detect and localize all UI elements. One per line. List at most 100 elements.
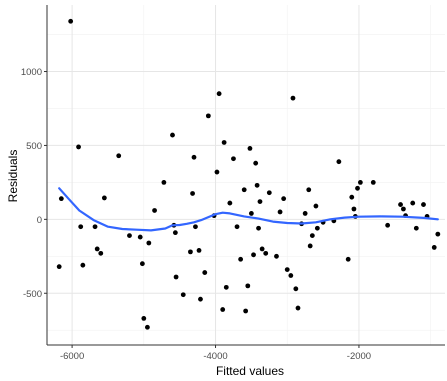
grid-minor <box>47 5 445 345</box>
data-point <box>295 305 301 311</box>
data-point <box>288 273 294 278</box>
data-point <box>351 206 357 212</box>
data-point <box>259 246 265 252</box>
data-point <box>336 159 342 165</box>
y-axis-title: Residuals <box>6 150 20 203</box>
data-point <box>266 190 272 196</box>
data-point <box>306 187 312 193</box>
data-point <box>170 132 175 138</box>
data-point <box>116 153 122 159</box>
data-point <box>410 200 416 206</box>
y-tick-label: -500 <box>23 289 42 300</box>
data-point <box>56 264 62 270</box>
data-point <box>127 233 132 239</box>
data-point <box>243 308 249 314</box>
data-point <box>144 324 150 330</box>
data-point <box>173 274 179 280</box>
data-point <box>309 233 315 239</box>
y-tick-label: 0 <box>37 215 42 226</box>
data-points <box>56 18 441 330</box>
data-point <box>385 222 391 228</box>
x-tick-label: -2000 <box>347 351 371 362</box>
data-point <box>413 225 419 231</box>
data-point <box>302 211 308 216</box>
data-point <box>58 196 64 202</box>
data-point <box>94 246 100 252</box>
data-point <box>251 252 256 258</box>
data-point <box>231 156 236 162</box>
data-point <box>141 315 147 321</box>
data-point <box>161 179 167 185</box>
smooth-line <box>58 187 439 232</box>
data-point <box>401 206 406 212</box>
data-point <box>274 253 279 259</box>
data-point <box>349 194 355 200</box>
data-point <box>172 230 178 236</box>
data-point <box>137 234 143 240</box>
data-point <box>247 145 253 151</box>
data-point <box>190 191 195 196</box>
data-point <box>205 113 211 119</box>
data-point <box>284 267 290 273</box>
data-point <box>234 224 240 230</box>
data-point <box>220 307 226 312</box>
data-point <box>398 202 403 207</box>
data-point <box>221 140 227 145</box>
x-tick-label: -6000 <box>60 351 84 362</box>
data-point <box>370 179 376 185</box>
data-point <box>223 284 229 290</box>
data-point <box>180 292 186 298</box>
data-point <box>188 249 193 255</box>
data-point <box>254 182 260 188</box>
data-point <box>241 187 247 193</box>
data-point <box>227 200 233 206</box>
grid-major <box>47 5 445 345</box>
data-point <box>193 224 198 230</box>
data-point <box>196 247 202 253</box>
data-point <box>139 261 145 267</box>
data-point <box>431 245 437 250</box>
data-point <box>253 160 259 166</box>
x-tick-label: -4000 <box>203 351 227 362</box>
data-point <box>435 231 441 237</box>
data-point <box>263 250 269 256</box>
data-point <box>245 283 251 289</box>
data-point <box>345 256 351 262</box>
data-point <box>214 169 220 175</box>
data-point <box>191 154 197 160</box>
axes <box>44 5 445 348</box>
data-point <box>146 240 152 246</box>
data-point <box>98 250 104 256</box>
data-point <box>313 203 319 209</box>
data-point <box>355 185 360 191</box>
data-point <box>80 262 86 268</box>
data-point <box>152 208 157 213</box>
data-point <box>101 195 107 201</box>
x-axis-title: Fitted values <box>216 364 284 378</box>
data-point <box>421 202 426 207</box>
data-point <box>68 18 74 24</box>
data-point <box>290 95 296 101</box>
smooth-line-group <box>58 187 439 232</box>
data-point <box>238 256 244 262</box>
data-point <box>281 196 287 202</box>
data-point <box>248 211 254 216</box>
data-point <box>202 270 208 275</box>
data-point <box>314 225 320 231</box>
data-point <box>198 296 203 302</box>
data-point <box>216 91 222 97</box>
y-tick-label: 1000 <box>21 67 42 78</box>
data-point <box>78 224 84 230</box>
data-point <box>257 199 263 205</box>
y-tick-label: 500 <box>26 141 42 152</box>
data-point <box>76 144 81 150</box>
data-point <box>256 225 261 231</box>
data-point <box>357 179 363 185</box>
tick-labels: -6000 -4000 -2000 -500 0 500 1000 <box>21 67 371 362</box>
data-point <box>277 209 283 215</box>
data-point <box>92 224 98 230</box>
data-point <box>307 243 313 249</box>
